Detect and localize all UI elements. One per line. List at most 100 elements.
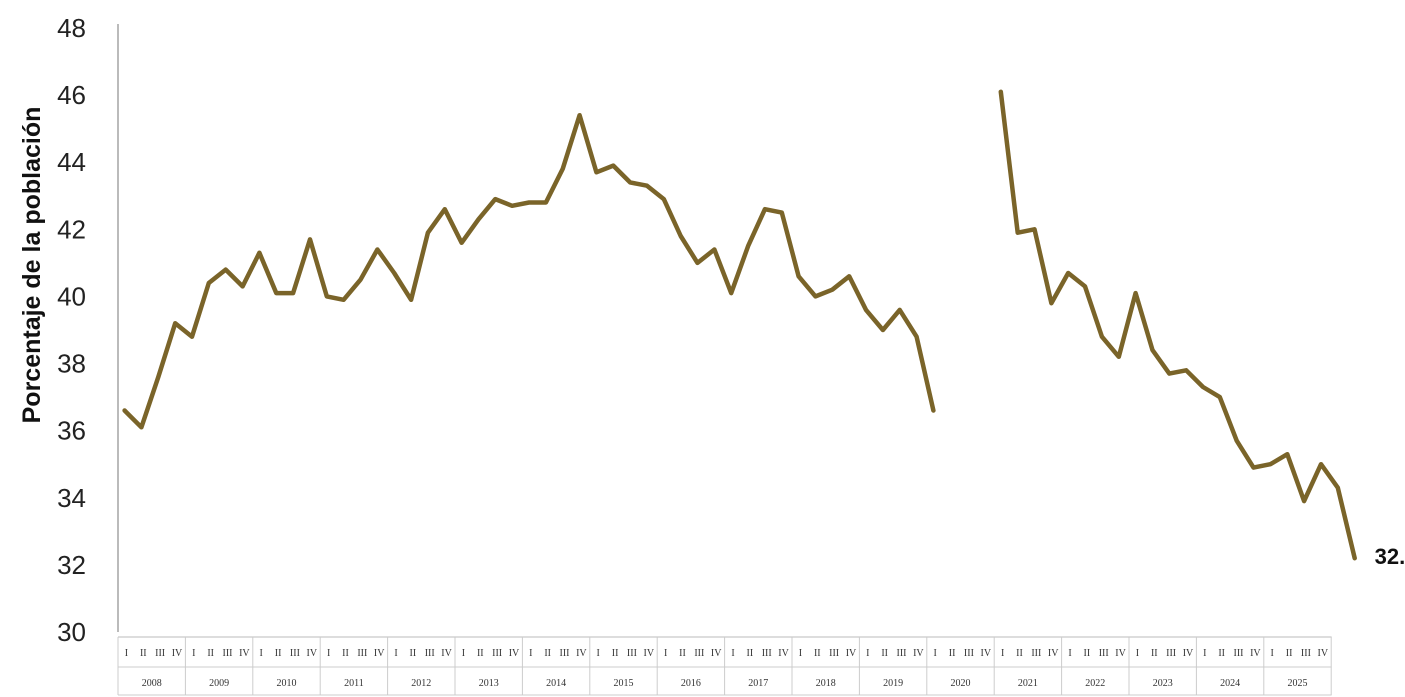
x-quarter-label: II: [544, 648, 551, 659]
x-quarter-label: III: [1031, 648, 1041, 659]
x-quarter-label: I: [866, 648, 869, 659]
y-axis: 30 32 34 36 38 40 42 44 46 48: [57, 13, 119, 647]
x-quarter-label: II: [881, 648, 888, 659]
x-quarter-label: I: [327, 648, 330, 659]
x-quarter-label: IV: [509, 648, 520, 659]
x-quarter-label: I: [597, 648, 600, 659]
x-quarter-label: IV: [1048, 648, 1059, 659]
x-quarter-label: III: [897, 648, 907, 659]
x-quarter-label: IV: [1183, 648, 1194, 659]
x-quarter-label: IV: [576, 648, 587, 659]
x-year-label: 2009: [209, 678, 229, 689]
x-year-label: 2010: [277, 678, 297, 689]
x-year-label: 2023: [1153, 678, 1173, 689]
y-tick-label: 34: [57, 483, 86, 513]
x-quarter-label: II: [410, 648, 417, 659]
x-quarter-label: I: [260, 648, 263, 659]
x-quarter-label: IV: [711, 648, 722, 659]
x-quarter-label: IV: [306, 648, 317, 659]
x-quarter-label: I: [799, 648, 802, 659]
x-year-label: 2024: [1220, 678, 1240, 689]
x-quarter-label: III: [964, 648, 974, 659]
series-line: [998, 89, 1357, 561]
x-quarter-label: II: [1016, 648, 1023, 659]
x-quarter-label: I: [462, 648, 465, 659]
y-tick-label: 40: [57, 281, 86, 311]
x-quarter-label: III: [627, 648, 637, 659]
y-tick-label: 38: [57, 349, 86, 379]
y-tick-label: 30: [57, 617, 86, 647]
y-tick-label: 36: [57, 416, 86, 446]
x-quarter-label: II: [342, 648, 349, 659]
x-quarter-label: I: [394, 648, 397, 659]
x-quarter-label: III: [425, 648, 435, 659]
x-quarter-label: II: [814, 648, 821, 659]
x-quarter-label: II: [1286, 648, 1293, 659]
y-tick-label: 46: [57, 80, 86, 110]
x-quarter-label: III: [1234, 648, 1244, 659]
x-quarter-label: IV: [374, 648, 385, 659]
x-year-label: 2021: [1018, 678, 1038, 689]
x-quarter-label: III: [155, 648, 165, 659]
x-year-label: 2016: [681, 678, 701, 689]
x-quarter-label: II: [1218, 648, 1225, 659]
x-quarter-label: I: [529, 648, 532, 659]
x-year-label: 2025: [1288, 678, 1308, 689]
x-year-label: 2014: [546, 678, 566, 689]
x-quarter-label: II: [612, 648, 619, 659]
x-quarter-label: II: [949, 648, 956, 659]
x-quarter-label: I: [1271, 648, 1274, 659]
x-year-label: 2018: [816, 678, 836, 689]
x-quarter-label: III: [492, 648, 502, 659]
x-year-label: 2008: [142, 678, 162, 689]
x-quarter-label: II: [747, 648, 754, 659]
x-quarter-label: II: [140, 648, 147, 659]
x-quarter-label: II: [477, 648, 484, 659]
x-quarter-label: I: [1203, 648, 1206, 659]
x-quarter-label: I: [1001, 648, 1004, 659]
x-year-label: 2020: [951, 678, 971, 689]
x-quarter-label: II: [1084, 648, 1091, 659]
x-quarter-label: III: [223, 648, 233, 659]
x-quarter-label: II: [1151, 648, 1158, 659]
x-quarter-label: II: [275, 648, 282, 659]
x-year-label: 2012: [411, 678, 431, 689]
x-quarter-label: I: [125, 648, 128, 659]
x-quarter-label: IV: [846, 648, 857, 659]
x-quarter-label: IV: [172, 648, 183, 659]
x-quarter-label: I: [731, 648, 734, 659]
y-tick-label: 42: [57, 214, 86, 244]
y-tick-label: 32: [57, 550, 86, 580]
x-quarter-label: IV: [913, 648, 924, 659]
x-quarter-label: II: [679, 648, 686, 659]
x-quarter-label: III: [1166, 648, 1176, 659]
end-value-label: 32.3: [1375, 544, 1405, 569]
series-layer: [122, 89, 1357, 561]
x-quarter-label: I: [1136, 648, 1139, 659]
x-year-label: 2022: [1085, 678, 1105, 689]
x-quarter-label: IV: [239, 648, 250, 659]
x-quarter-label: IV: [643, 648, 654, 659]
x-quarter-label: III: [1099, 648, 1109, 659]
x-quarter-label: IV: [1250, 648, 1261, 659]
x-year-label: 2011: [344, 678, 364, 689]
series-line: [122, 112, 936, 430]
x-quarter-label: IV: [441, 648, 452, 659]
x-quarter-label: I: [1068, 648, 1071, 659]
x-quarter-label: IV: [778, 648, 789, 659]
x-year-label: 2015: [614, 678, 634, 689]
x-quarter-label: III: [357, 648, 367, 659]
y-tick-label: 48: [57, 13, 86, 43]
x-quarter-label: IV: [1317, 648, 1328, 659]
x-quarter-label: I: [192, 648, 195, 659]
x-quarter-label: I: [664, 648, 667, 659]
x-quarter-label: III: [290, 648, 300, 659]
x-quarter-label: I: [934, 648, 937, 659]
y-tick-label: 44: [57, 147, 86, 177]
x-year-label: 2019: [883, 678, 903, 689]
x-year-label: 2013: [479, 678, 499, 689]
x-quarter-label: III: [762, 648, 772, 659]
